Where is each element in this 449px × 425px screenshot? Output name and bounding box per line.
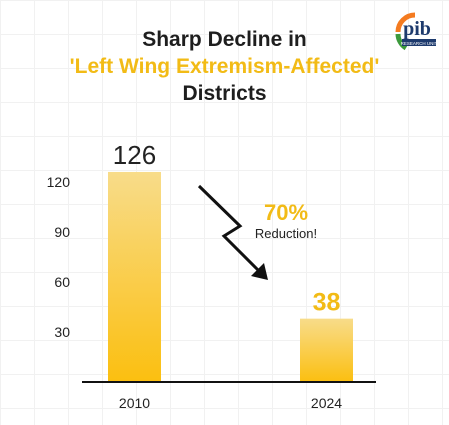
title-line-1: Sharp Decline in [142, 28, 307, 51]
chart-title: Sharp Decline in 'Left Wing Extremism-Af… [0, 26, 449, 107]
y-tick-label: 90 [54, 224, 70, 240]
bar-value-label: 38 [313, 289, 341, 317]
y-tick-label: 30 [54, 324, 70, 340]
logo-text: pib [403, 18, 431, 40]
decline-arrow-icon [197, 184, 260, 272]
bar-2010 [108, 171, 161, 382]
x-category-label: 2010 [119, 395, 150, 411]
y-tick-label: 60 [54, 274, 70, 290]
pib-logo: pib RESEARCH UNIT [395, 12, 438, 51]
reduction-percent: 70% [264, 200, 308, 225]
bar-value-label: 126 [113, 140, 156, 170]
bar-2024 [300, 318, 353, 382]
reduction-label: Reduction! [255, 226, 317, 241]
y-tick-label: 120 [47, 174, 71, 190]
arrow-head-icon [251, 263, 268, 280]
logo-subtext: RESEARCH UNIT [401, 41, 438, 46]
title-line-3: Districts [182, 82, 267, 105]
x-category-label: 2024 [311, 395, 342, 411]
title-line-2-highlight: 'Left Wing Extremism-Affected' [69, 55, 380, 78]
